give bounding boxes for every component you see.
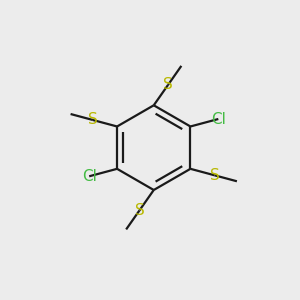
Text: Cl: Cl (82, 169, 97, 184)
Text: S: S (88, 112, 98, 128)
Text: S: S (134, 203, 144, 218)
Text: Cl: Cl (211, 112, 226, 127)
Text: S: S (163, 77, 173, 92)
Text: S: S (210, 168, 220, 183)
